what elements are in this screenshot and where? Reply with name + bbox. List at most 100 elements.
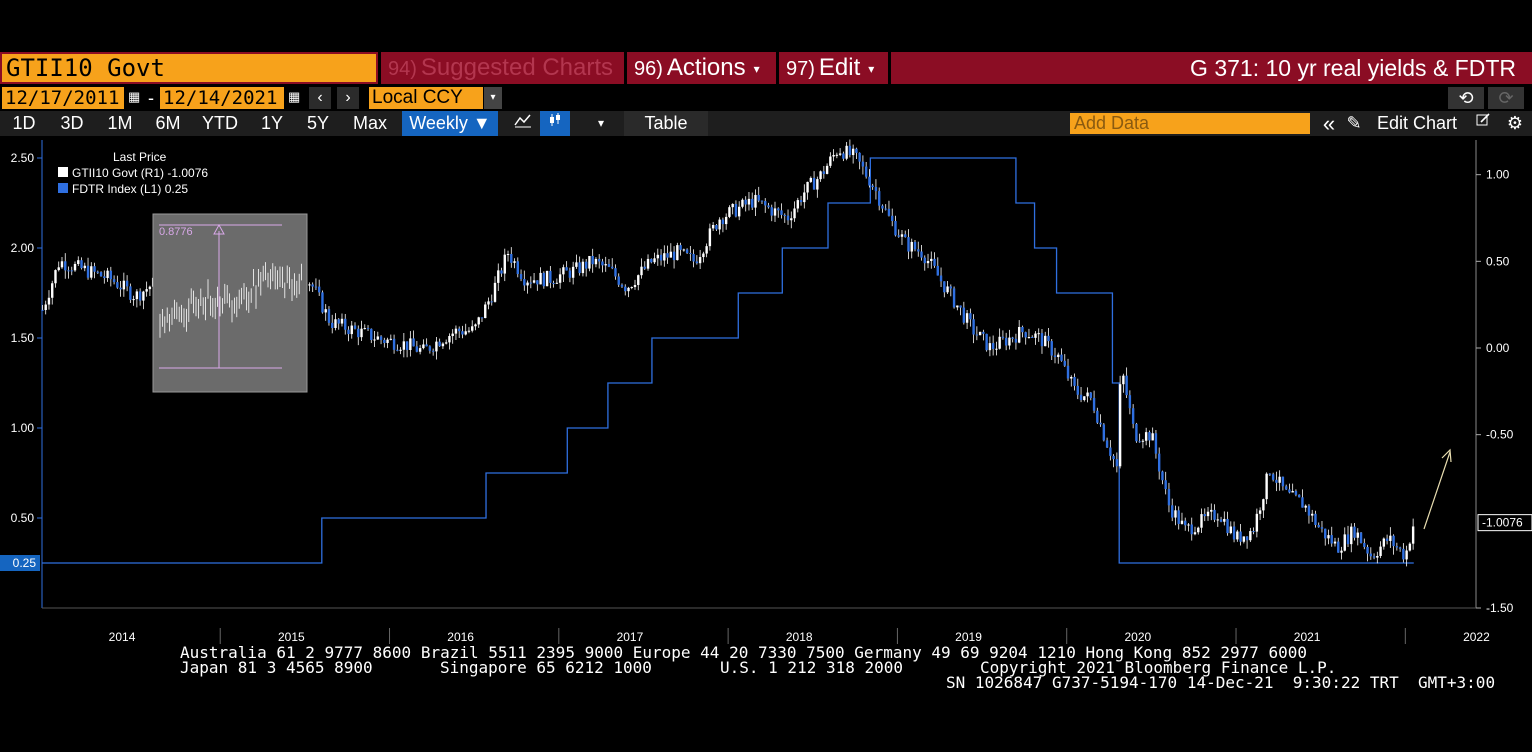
- candle-body: [764, 201, 767, 206]
- line-chart-icon[interactable]: [508, 111, 538, 136]
- tab-1y[interactable]: 1Y: [260, 113, 284, 133]
- ticker-field[interactable]: GTII10 Govt: [2, 54, 376, 82]
- candle-body: [565, 267, 568, 271]
- inset-thumbnail[interactable]: 0.8776: [152, 213, 308, 393]
- menu-number: 97): [786, 58, 815, 80]
- candlestick-icon[interactable]: [540, 111, 570, 136]
- chart-type-dropdown[interactable]: ▾: [597, 116, 605, 130]
- tab-max[interactable]: Max: [352, 113, 387, 133]
- candle-body: [799, 200, 803, 203]
- candle-body: [907, 237, 910, 252]
- right-tick-label: 0.00: [1486, 341, 1510, 355]
- candle-body: [1034, 333, 1037, 338]
- tab-1m[interactable]: 1M: [107, 113, 133, 133]
- candle-body: [1138, 441, 1141, 443]
- candle-body: [1353, 526, 1356, 538]
- candle-body: [936, 265, 939, 276]
- gear-icon[interactable]: ⚙: [1506, 113, 1524, 133]
- candle-body: [959, 305, 962, 308]
- candle-body: [1232, 526, 1236, 540]
- price-chart[interactable]: 2.50 2.00 1.50 1.00 0.50 1.00 0.50 0.00 -0.50 -1.…: [0, 136, 1532, 646]
- candle-body: [1004, 337, 1008, 346]
- candle-body: [1275, 479, 1278, 483]
- candle-body: [552, 282, 555, 284]
- calendar-icon[interactable]: ▦: [288, 89, 301, 104]
- actions-menu[interactable]: 96) Actions ▾: [634, 52, 760, 84]
- candle-body: [653, 258, 656, 263]
- axis-labels: 2.50 2.00 1.50 1.00 0.50 1.00 0.50 0.00 -0.50 -1.…: [0, 151, 1532, 644]
- candle-body: [1118, 384, 1122, 467]
- candle-body: [637, 275, 640, 285]
- edit-menu[interactable]: 97) Edit ▾: [786, 52, 874, 84]
- candle-body: [910, 241, 913, 252]
- candle-body: [138, 291, 142, 301]
- candle-body: [1278, 476, 1281, 483]
- tab-6m[interactable]: 6M: [155, 113, 181, 133]
- candle-body: [536, 280, 539, 285]
- x-tick-label: 2016: [447, 630, 474, 644]
- tab-3d[interactable]: 3D: [60, 113, 84, 133]
- candle-body: [1376, 556, 1379, 558]
- candle-body: [493, 282, 497, 302]
- candle-body: [70, 270, 73, 272]
- candle-body: [949, 286, 953, 289]
- candle-body: [1079, 394, 1083, 401]
- redo-button[interactable]: ⟳: [1488, 87, 1524, 109]
- undo-button[interactable]: ⟲: [1448, 87, 1484, 109]
- edit-chart-button[interactable]: Edit Chart: [1376, 113, 1458, 133]
- x-tick-label: 2022: [1463, 630, 1490, 644]
- pencil-icon: ✎: [1346, 113, 1362, 133]
- candle-body: [54, 270, 57, 284]
- candle-body: [998, 336, 1001, 349]
- chevron-down-icon[interactable]: ▾: [484, 87, 502, 109]
- candle-body: [376, 336, 380, 340]
- candle-body: [783, 214, 786, 216]
- candle-body: [617, 276, 620, 285]
- start-date-input[interactable]: 12/17/2011: [2, 87, 124, 109]
- candle-body: [526, 282, 529, 286]
- fdtr-step-line: [42, 157, 1414, 564]
- suggested-charts-menu[interactable]: 94) Suggested Charts: [388, 52, 613, 84]
- table-button[interactable]: Table: [624, 111, 708, 136]
- frequency-select[interactable]: Weekly ▼: [402, 111, 498, 136]
- candle-body: [1262, 499, 1265, 511]
- candle-body: [99, 272, 103, 277]
- collapse-icon[interactable]: «: [1322, 111, 1336, 136]
- candle-body: [1320, 527, 1324, 529]
- annotate-icon[interactable]: [1468, 111, 1498, 136]
- left-tick-label: 2.00: [11, 241, 35, 255]
- candle-body: [633, 284, 637, 288]
- candle-body: [405, 341, 409, 350]
- candle-body: [604, 264, 607, 266]
- candle-body: [630, 287, 633, 289]
- tab-ytd[interactable]: YTD: [202, 113, 238, 133]
- end-date-input[interactable]: 12/14/2021: [160, 87, 284, 109]
- candle-body: [444, 342, 448, 344]
- candle-body: [1291, 491, 1294, 493]
- candle-body: [344, 318, 347, 330]
- tab-5y[interactable]: 5Y: [306, 113, 330, 133]
- add-data-input[interactable]: Add Data: [1070, 113, 1310, 134]
- candle-body: [900, 234, 904, 237]
- calendar-icon[interactable]: ▦: [128, 89, 141, 104]
- next-period-button[interactable]: ›: [337, 87, 359, 109]
- candle-body: [620, 284, 624, 287]
- date-separator: -: [148, 88, 154, 108]
- candle-body: [851, 148, 855, 156]
- menu-label: Suggested Charts: [420, 54, 614, 81]
- left-last-value: 0.25: [13, 556, 37, 570]
- left-tick-label: 0.50: [11, 511, 35, 525]
- right-last-value: -1.0076: [1482, 516, 1523, 530]
- previous-period-button[interactable]: ‹: [309, 87, 331, 109]
- footer-contacts: Singapore 65 6212 1000: [440, 658, 652, 677]
- candle-body: [607, 264, 611, 267]
- tab-1d[interactable]: 1D: [12, 113, 36, 133]
- candle-body: [806, 181, 809, 193]
- date-range-bar: 12/17/2011 ▦ - 12/14/2021 ▦ ‹ › Local CC…: [0, 86, 1532, 110]
- candle-body: [409, 338, 412, 350]
- candle-body: [760, 200, 764, 202]
- candle-body: [1385, 538, 1389, 541]
- candle-body: [933, 258, 936, 266]
- currency-select[interactable]: Local CCY: [369, 87, 483, 109]
- chart-toolbar: 1D 3D 1M 6M YTD 1Y 5Y Max Weekly ▼ ▾ Tab…: [0, 111, 1532, 136]
